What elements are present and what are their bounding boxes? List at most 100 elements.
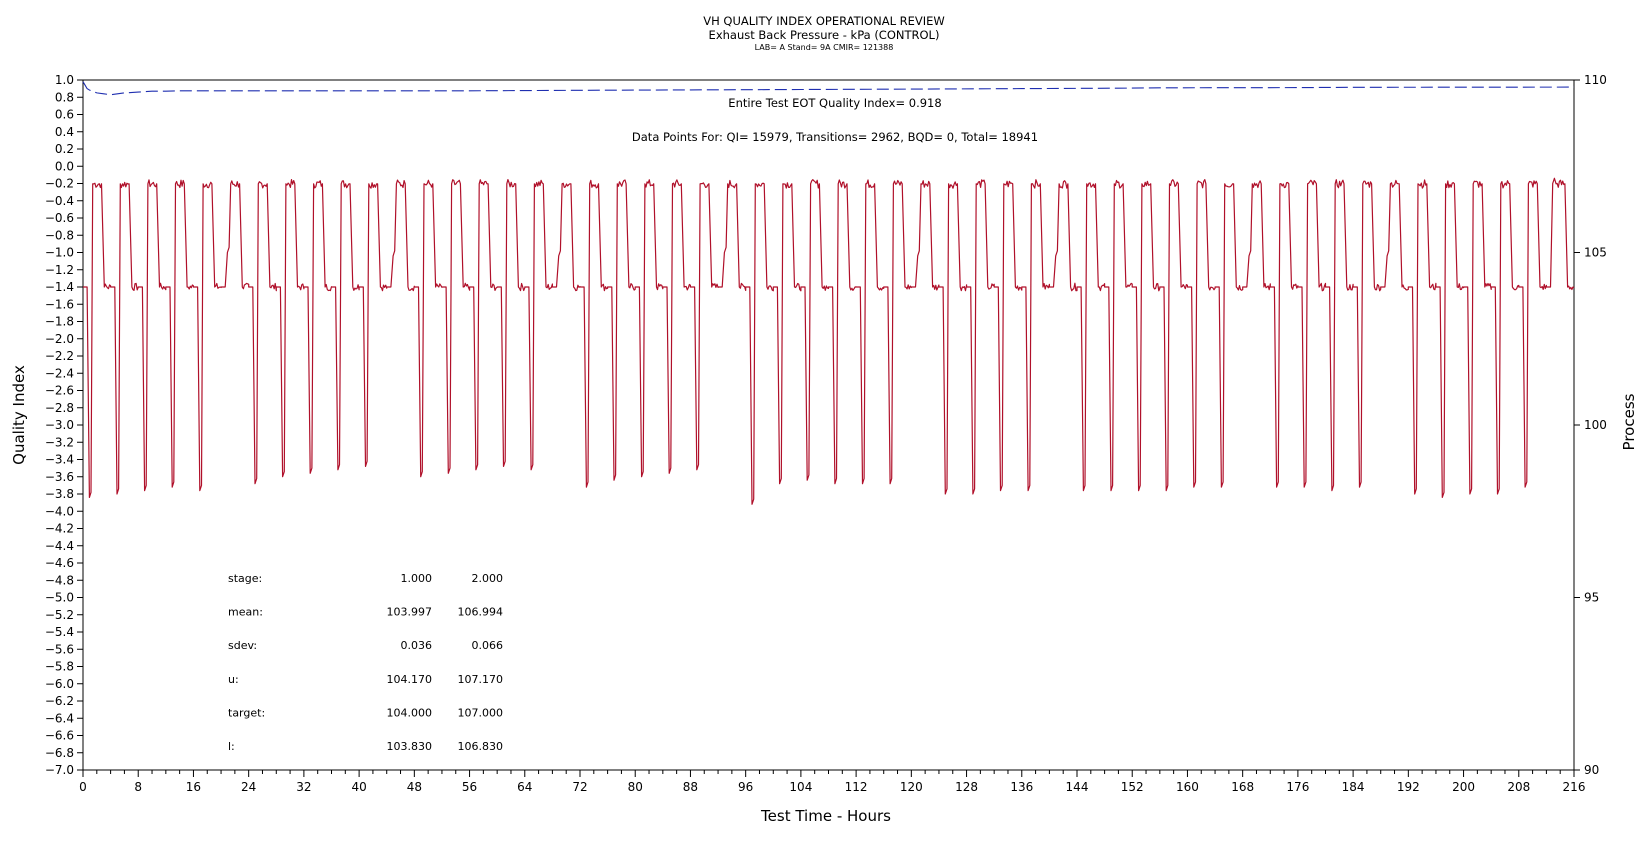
stats-value-stage1: 103.997 [387, 606, 433, 619]
x-tick-label: 32 [296, 780, 311, 794]
y2-tick-label: 95 [1584, 591, 1599, 605]
y-tick-label: −2.6 [45, 384, 74, 398]
y-tick-label: −4.4 [45, 539, 74, 553]
stats-value-stage2: 106.830 [458, 740, 504, 753]
annotations: Entire Test EOT Quality Index= 0.918 Dat… [632, 96, 1038, 144]
x-tick-label: 216 [1563, 780, 1586, 794]
stats-value-stage2: 2.000 [472, 572, 504, 585]
x-tick-label: 144 [1066, 780, 1089, 794]
y-tick-label: −0.8 [45, 228, 74, 242]
x-tick-label: 112 [845, 780, 868, 794]
y-tick-label: −1.2 [45, 263, 74, 277]
y-tick-label: −1.4 [45, 280, 74, 294]
x-tick-label: 120 [900, 780, 923, 794]
x-axis-title: Test Time - Hours [760, 807, 891, 825]
x-tick-label: 48 [407, 780, 422, 794]
x-axis: 0 8 16 24 32 40 48 56 64 72 80 88 96 104 112 120 128 136 1… [79, 770, 1585, 794]
y-tick-label: −1.0 [45, 246, 74, 260]
y-tick-label: −0.4 [45, 194, 74, 208]
quality-index-line [82, 81, 1575, 96]
x-tick-label: 56 [462, 780, 477, 794]
y-tick-label: −6.0 [45, 677, 74, 691]
stats-value-stage1: 104.000 [387, 706, 433, 719]
stats-table: stage: 1.000 2.000 mean: 103.997 106.994 sdev:… [228, 572, 503, 753]
y-tick-label: −7.0 [45, 763, 74, 777]
y-tick-label: −3.2 [45, 435, 74, 449]
stats-value-stage1: 1.000 [401, 572, 433, 585]
data-points-annotation: Data Points For: QI= 15979, Transitions=… [632, 130, 1038, 144]
x-tick-label: 40 [351, 780, 366, 794]
y2-tick-label: 110 [1584, 73, 1607, 87]
stats-row-label: mean: [228, 606, 263, 619]
x-tick-label: 24 [241, 780, 256, 794]
x-tick-label: 192 [1397, 780, 1420, 794]
stats-value-stage1: 104.170 [387, 673, 433, 686]
stats-row-label: sdev: [228, 639, 257, 652]
y-tick-label: −4.0 [45, 504, 74, 518]
y-tick-label: −3.8 [45, 487, 74, 501]
y-tick-label: −4.6 [45, 556, 74, 570]
x-tick-label: 88 [683, 780, 698, 794]
left-axis: 1.0 0.8 0.6 0.4 0.2 0.0 −0.2 −0.4 −0.6 −0.8 −1.0 −1… [45, 73, 83, 777]
y-tick-label: −3.4 [45, 453, 74, 467]
y-tick-label: 0.0 [55, 159, 74, 173]
y2-tick-label: 90 [1584, 763, 1599, 777]
chart-title: VH QUALITY INDEX OPERATIONAL REVIEW [703, 14, 945, 28]
stats-row-label: l: [228, 740, 235, 753]
x-tick-label: 200 [1452, 780, 1475, 794]
x-tick-label: 104 [789, 780, 812, 794]
stats-value-stage2: 107.000 [458, 706, 504, 719]
x-tick-label: 184 [1342, 780, 1365, 794]
stats-value-stage2: 107.170 [458, 673, 504, 686]
x-tick-label: 168 [1231, 780, 1254, 794]
y-tick-label: −1.8 [45, 315, 74, 329]
x-tick-label: 96 [738, 780, 753, 794]
y-tick-label: −2.8 [45, 401, 74, 415]
y-tick-label: 0.4 [55, 125, 74, 139]
y-tick-label: −5.2 [45, 608, 74, 622]
y2-tick-label: 105 [1584, 246, 1607, 260]
plot-frame [82, 79, 1575, 771]
x-tick-label: 0 [79, 780, 87, 794]
y-tick-label: −4.2 [45, 522, 74, 536]
process-line [83, 177, 1575, 505]
y-tick-label: −3.6 [45, 470, 74, 484]
y-tick-label: −6.8 [45, 746, 74, 760]
right-axis: 110 105 100 95 90 [1574, 73, 1607, 777]
y-tick-label: 0.2 [55, 142, 74, 156]
x-tick-label: 160 [1176, 780, 1199, 794]
y-tick-label: −4.8 [45, 573, 74, 587]
y-tick-label: −5.4 [45, 625, 74, 639]
y-tick-label: −2.0 [45, 332, 74, 346]
y-tick-label: −5.6 [45, 642, 74, 656]
y-tick-label: 0.6 [55, 108, 74, 122]
x-tick-label: 16 [186, 780, 201, 794]
y2-axis-title: Process [1620, 393, 1638, 450]
series-group [82, 81, 1575, 505]
stats-value-stage1: 103.830 [387, 740, 433, 753]
eot-quality-index-annotation: Entire Test EOT Quality Index= 0.918 [728, 96, 941, 110]
x-tick-label: 136 [1010, 780, 1033, 794]
y-tick-label: −2.2 [45, 349, 74, 363]
x-tick-label: 128 [955, 780, 978, 794]
y-tick-label: −0.6 [45, 211, 74, 225]
y-tick-label: −6.4 [45, 711, 74, 725]
y2-tick-label: 100 [1584, 418, 1607, 432]
y-axis-title: Quality Index [10, 365, 28, 465]
stats-row-label: target: [228, 706, 265, 719]
chart-subtitle: Exhaust Back Pressure - kPa (CONTROL) [708, 28, 940, 42]
x-tick-label: 176 [1286, 780, 1309, 794]
x-tick-label: 152 [1121, 780, 1144, 794]
y-tick-label: −2.4 [45, 366, 74, 380]
y-tick-label: −0.2 [45, 177, 74, 191]
y-tick-label: 0.8 [55, 90, 74, 104]
x-tick-label: 64 [517, 780, 532, 794]
x-tick-label: 8 [134, 780, 142, 794]
y-tick-label: −6.6 [45, 729, 74, 743]
stats-row-label: stage: [228, 572, 262, 585]
chart-info-line: LAB= A Stand= 9A CMIR= 121388 [754, 43, 894, 52]
y-tick-label: −5.8 [45, 660, 74, 674]
y-tick-label: −6.2 [45, 694, 74, 708]
x-tick-label: 80 [628, 780, 643, 794]
stats-row-label: u: [228, 673, 239, 686]
